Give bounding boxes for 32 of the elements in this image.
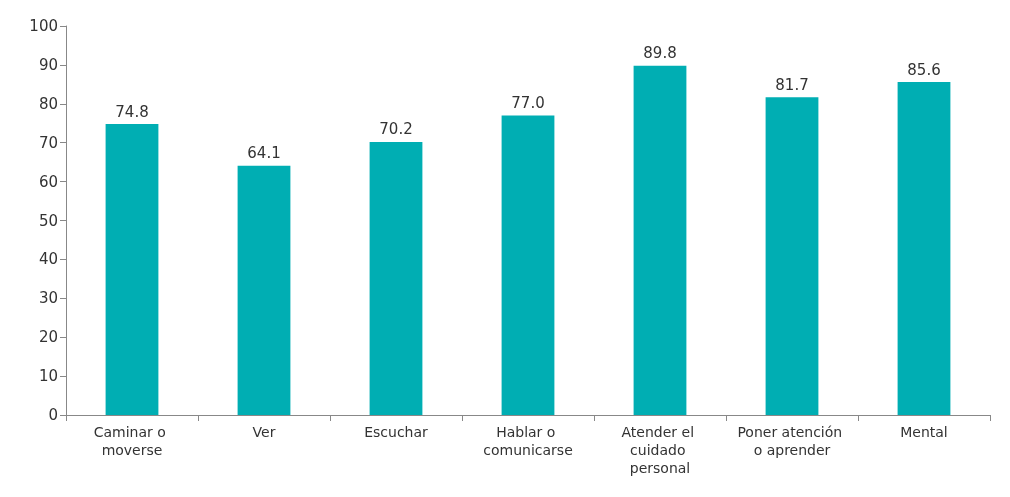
y-tick-label: 20	[38, 328, 58, 347]
data-label: 85.6	[907, 60, 941, 79]
y-tick-label: 0	[48, 406, 58, 424]
x-tick-label: Hablar o comunicarse	[483, 424, 573, 458]
y-tick-label: 40	[38, 250, 58, 269]
bar	[105, 124, 159, 415]
data-label: 70.2	[379, 120, 413, 139]
x-tick-label: Mental	[900, 424, 948, 440]
x-tick-label: Ver	[252, 424, 276, 440]
y-tick-label: 50	[38, 211, 58, 230]
data-label: 89.8	[643, 44, 677, 63]
data-label: 81.7	[775, 75, 809, 94]
x-tick-label: Caminar o moverse	[93, 424, 171, 458]
y-tick-label: 70	[38, 133, 58, 152]
x-tick-label: Atender el cuidado personal	[621, 424, 699, 476]
bar	[765, 97, 819, 415]
y-tick-label: 10	[38, 367, 58, 386]
bar	[501, 115, 555, 415]
y-tick-label: 80	[38, 94, 58, 113]
data-label: 77.0	[511, 93, 545, 112]
y-tick-label: 100	[29, 17, 58, 35]
bar	[633, 65, 687, 415]
y-tick-label: 30	[38, 289, 58, 308]
bar	[897, 82, 951, 415]
data-label: 64.1	[247, 144, 281, 163]
y-tick-label: 90	[38, 55, 58, 74]
data-label: 74.8	[115, 102, 149, 121]
bar	[237, 165, 291, 415]
bar	[369, 141, 423, 415]
x-tick-label: Poner atención o aprender	[737, 424, 847, 458]
y-tick-label: 60	[38, 172, 58, 191]
x-tick-label: Escuchar	[364, 424, 429, 440]
